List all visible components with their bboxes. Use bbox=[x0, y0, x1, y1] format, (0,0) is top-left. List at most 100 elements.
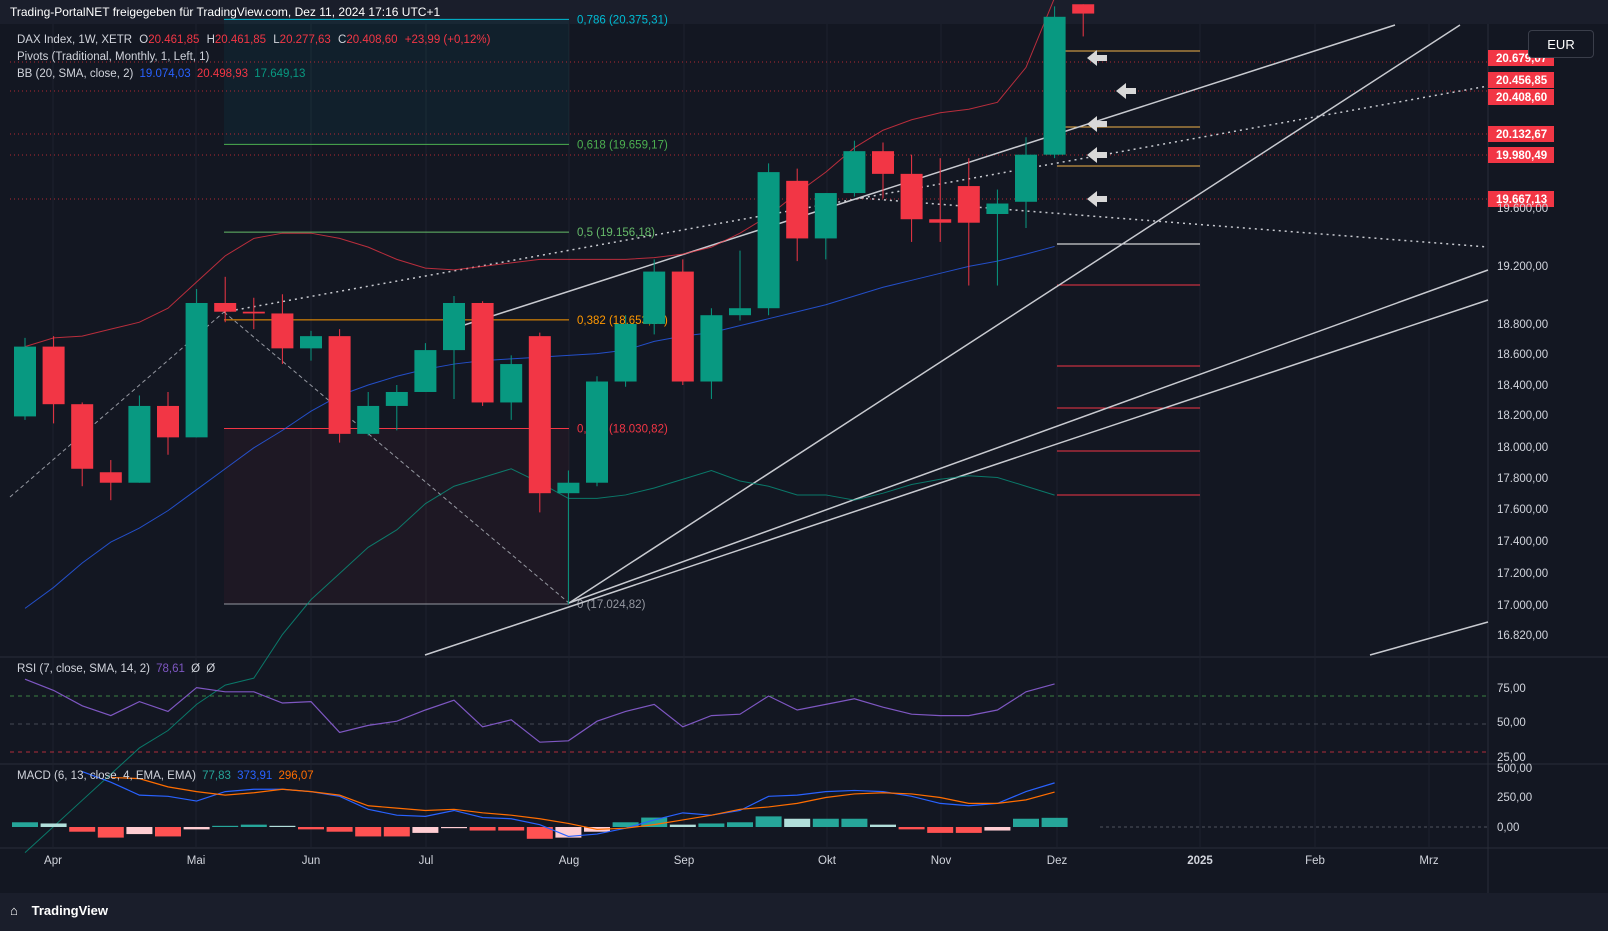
macd-pane[interactable] bbox=[12, 770, 1488, 839]
macd-histogram-bar bbox=[927, 827, 954, 833]
x-tick-label: Nov bbox=[931, 855, 952, 867]
macd-histogram-bar bbox=[412, 827, 439, 833]
candle-body bbox=[99, 472, 122, 483]
macd-histogram-bar bbox=[955, 827, 982, 833]
macd-histogram-bar bbox=[383, 827, 410, 837]
rsi-line bbox=[24, 678, 1055, 743]
price-tag-label: 19.667,13 bbox=[1496, 194, 1547, 206]
x-tick-label: Jun bbox=[302, 855, 321, 867]
y-tick-label: 18.400,00 bbox=[1497, 380, 1548, 392]
candle-body bbox=[1043, 16, 1066, 155]
x-tick-label: Mai bbox=[187, 855, 206, 867]
legend-rsi-extra-1: Ø bbox=[191, 663, 201, 675]
y-tick-label: 18.600,00 bbox=[1497, 349, 1548, 361]
candle-body bbox=[900, 173, 923, 220]
candle-body bbox=[443, 302, 465, 351]
tradingview-logo-text: TradingView bbox=[31, 903, 108, 918]
tradingview-logo[interactable]: ⌂ TradingView bbox=[10, 903, 108, 918]
legend-l-label: L bbox=[273, 34, 280, 46]
macd-histogram-bar bbox=[498, 827, 525, 831]
tradingview-logo-icon: ⌂ bbox=[10, 903, 18, 918]
trend-line bbox=[568, 24, 1461, 604]
candle-body bbox=[929, 219, 952, 223]
candle-body bbox=[185, 302, 208, 438]
x-tick-label: Okt bbox=[818, 855, 837, 867]
candle-body bbox=[729, 308, 751, 316]
candle-body bbox=[1072, 4, 1095, 14]
macd-histogram-bar bbox=[40, 823, 67, 827]
candle-body bbox=[414, 350, 437, 392]
candle-body bbox=[528, 336, 551, 494]
fib-level-label: 0 (17.024,82) bbox=[577, 599, 646, 611]
macd-histogram-bar bbox=[641, 817, 668, 827]
trend-line bbox=[859, 197, 1489, 248]
x-tick-label: Apr bbox=[44, 855, 62, 867]
price-tag-label: 19.980,49 bbox=[1496, 150, 1547, 162]
macd-histogram-bar bbox=[12, 822, 38, 827]
fib-trend-line bbox=[223, 311, 570, 604]
macd-histogram-bar bbox=[984, 827, 1011, 831]
y-tick-label: 17.600,00 bbox=[1497, 504, 1548, 516]
rsi-tick-label: 25,00 bbox=[1497, 752, 1526, 764]
trend-lines[interactable] bbox=[223, 24, 1489, 656]
price-tag bbox=[1488, 72, 1554, 88]
fib-level-label: 0,786 (20.375,31) bbox=[577, 14, 668, 26]
y-tick-label: 19.200,00 bbox=[1497, 261, 1548, 273]
fibonacci-retracement[interactable]: 0,786 (20.375,31) 0,618 (19.659,17) 0,5 (1… bbox=[9, 14, 668, 611]
macd-histogram-bar bbox=[155, 827, 181, 837]
price-tag-label: 20.132,67 bbox=[1496, 129, 1547, 141]
macd-histogram-bar bbox=[755, 816, 782, 827]
legend-macd-hist: 77,83 bbox=[202, 770, 231, 782]
fib-zone bbox=[224, 428, 569, 605]
macd-histogram-bar bbox=[469, 827, 496, 831]
macd-histogram-bar bbox=[870, 824, 896, 827]
macd-histogram-bar bbox=[326, 827, 353, 832]
pivot-arrow-icon bbox=[1087, 50, 1107, 66]
candle-body bbox=[385, 391, 408, 406]
candle-body bbox=[71, 404, 94, 469]
macd-histogram-bar bbox=[126, 827, 153, 835]
time-axis[interactable]: Apr Mai Jun Jul Aug Sep Okt Nov Dez 2025 Feb Mrz bbox=[44, 855, 1439, 867]
currency-button[interactable]: EUR bbox=[1528, 30, 1594, 58]
chart-area[interactable]: 0,786 (20.375,31) 0,618 (19.659,17) 0,5 (1… bbox=[0, 0, 1608, 893]
legend-o-label: O bbox=[139, 34, 149, 46]
trend-line bbox=[223, 85, 1489, 313]
macd-histogram-bar bbox=[555, 827, 582, 838]
legend-pivots-text: Pivots (Traditional, Monthly, 1, Left, 1… bbox=[17, 51, 210, 63]
legend-pivots: Pivots (Traditional, Monthly, 1, Left, 1… bbox=[17, 51, 209, 63]
candle-body bbox=[14, 346, 36, 417]
bb-upper-line bbox=[24, 0, 1055, 348]
y-tick-label: 18.800,00 bbox=[1497, 319, 1548, 331]
y-tick-label: 18.000,00 bbox=[1497, 442, 1548, 454]
rsi-pane[interactable] bbox=[10, 678, 1488, 753]
candle-body bbox=[614, 323, 637, 382]
candlestick-series[interactable] bbox=[14, 4, 1095, 605]
candle-body bbox=[242, 311, 265, 314]
candle-body bbox=[986, 203, 1009, 214]
candle-body bbox=[128, 405, 151, 483]
price-tag bbox=[1488, 147, 1554, 163]
candle-body bbox=[42, 346, 65, 405]
macd-histogram-bar bbox=[97, 827, 124, 838]
candle-body bbox=[328, 336, 351, 434]
macd-histogram-bar bbox=[183, 827, 210, 830]
footer-bar: ⌂ TradingView bbox=[0, 893, 1608, 931]
macd-histogram-bar bbox=[698, 823, 725, 827]
price-tag-label: 20.408,60 bbox=[1496, 92, 1547, 104]
macd-histogram-bar bbox=[812, 818, 839, 827]
pivot-arrows bbox=[1087, 50, 1136, 207]
legend-macd: MACD (6, 13, close, 4, EMA, EMA) 77,83 3… bbox=[17, 770, 314, 782]
legend-macd-title: MACD (6, 13, close, 4, EMA, EMA) bbox=[17, 770, 196, 782]
legend-o-value: 20.461,85 bbox=[148, 34, 200, 46]
macd-histogram-bar bbox=[355, 827, 382, 837]
legend-bb-upper: 20.498,93 bbox=[196, 68, 249, 80]
rsi-tick-label: 75,00 bbox=[1497, 683, 1526, 695]
candle-body bbox=[214, 302, 237, 312]
price-axis[interactable]: 19.200,00 18.800,00 18.600,00 18.400,00 18.2… bbox=[1488, 50, 1554, 834]
y-tick-label: 17.200,00 bbox=[1497, 568, 1548, 580]
price-tag bbox=[1488, 89, 1554, 105]
candle-body bbox=[814, 193, 837, 239]
price-tag-label: 19.600,00 bbox=[1497, 203, 1548, 215]
legend-h-label: H bbox=[206, 34, 215, 46]
macd-histogram-bar bbox=[240, 824, 267, 827]
